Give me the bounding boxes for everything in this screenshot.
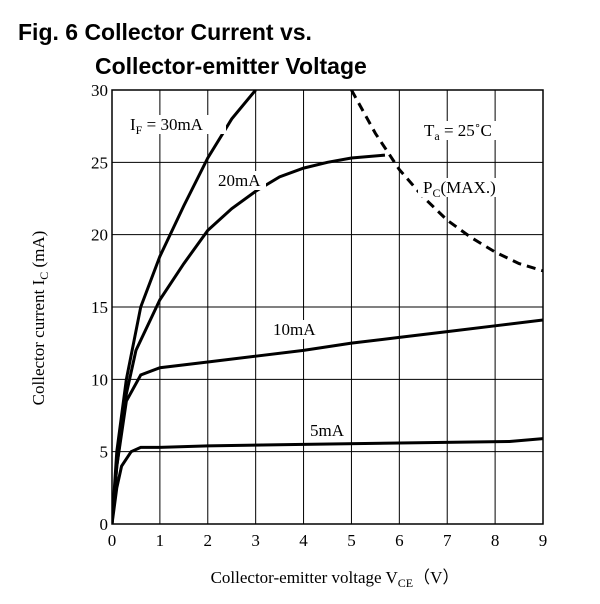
label-bg [306,421,348,440]
label-part: = 25˚C [440,121,492,140]
y-tick-label: 5 [100,443,109,462]
chart-title: Fig. 6 Collector Current vs. [18,19,312,45]
label-part: P [423,178,432,197]
chart-title: Collector-emitter Voltage [95,53,367,79]
series-label: 5mA [310,421,345,440]
label-bg [420,121,520,140]
label-bg [214,171,266,190]
x-tick-label: 9 [539,531,548,550]
series-line [112,318,543,524]
subscript: a [434,129,440,143]
x-tick-label: 7 [443,531,452,550]
series-label: 10mA [273,320,316,339]
label-part: （V） [413,568,459,587]
label-part: (MAX.) [440,178,495,197]
y-tick-label: 20 [91,226,108,245]
series-label: 20mA [218,171,261,190]
series-label: IF = 30mA [130,115,204,137]
annotation: PC(MAX.) [423,178,496,200]
subscript: F [136,123,143,137]
y-tick-label: 15 [91,298,108,317]
subscript: C [432,186,440,200]
x-tick-label: 8 [491,531,500,550]
y-axis-label: Collector current IC (mA) [29,231,51,406]
x-tick-label: 0 [108,531,117,550]
limit-curve [350,90,543,273]
subscript: CE [398,576,413,590]
x-tick-label: 4 [299,531,308,550]
label-part: I [130,115,136,134]
series-line [112,437,543,524]
subscript: C [37,272,51,280]
x-tick-label: 6 [395,531,404,550]
label-bg [418,178,523,197]
y-tick-label: 30 [91,81,108,100]
y-tick-label: 10 [91,370,108,389]
y-tick-label: 0 [100,515,109,534]
plot-frame [111,89,544,525]
x-axis-label: Collector-emitter voltage VCE（V） [211,568,460,590]
label-part: Collector-emitter voltage V [211,568,399,587]
label-part: (mA) [29,231,48,272]
x-tick-label: 3 [251,531,260,550]
label-part: 30mA [160,115,203,134]
label-part: Collector current I [29,279,48,405]
x-tick-label: 1 [156,531,165,550]
annotation: Ta = 25˚C [424,121,492,143]
series-line [112,153,386,524]
x-tick-label: 2 [204,531,213,550]
label-bg [126,115,226,134]
label-part: T [424,121,435,140]
label-bg [269,320,321,339]
y-tick-label: 25 [91,153,108,172]
x-tick-label: 5 [347,531,356,550]
label-part: = [142,115,160,134]
